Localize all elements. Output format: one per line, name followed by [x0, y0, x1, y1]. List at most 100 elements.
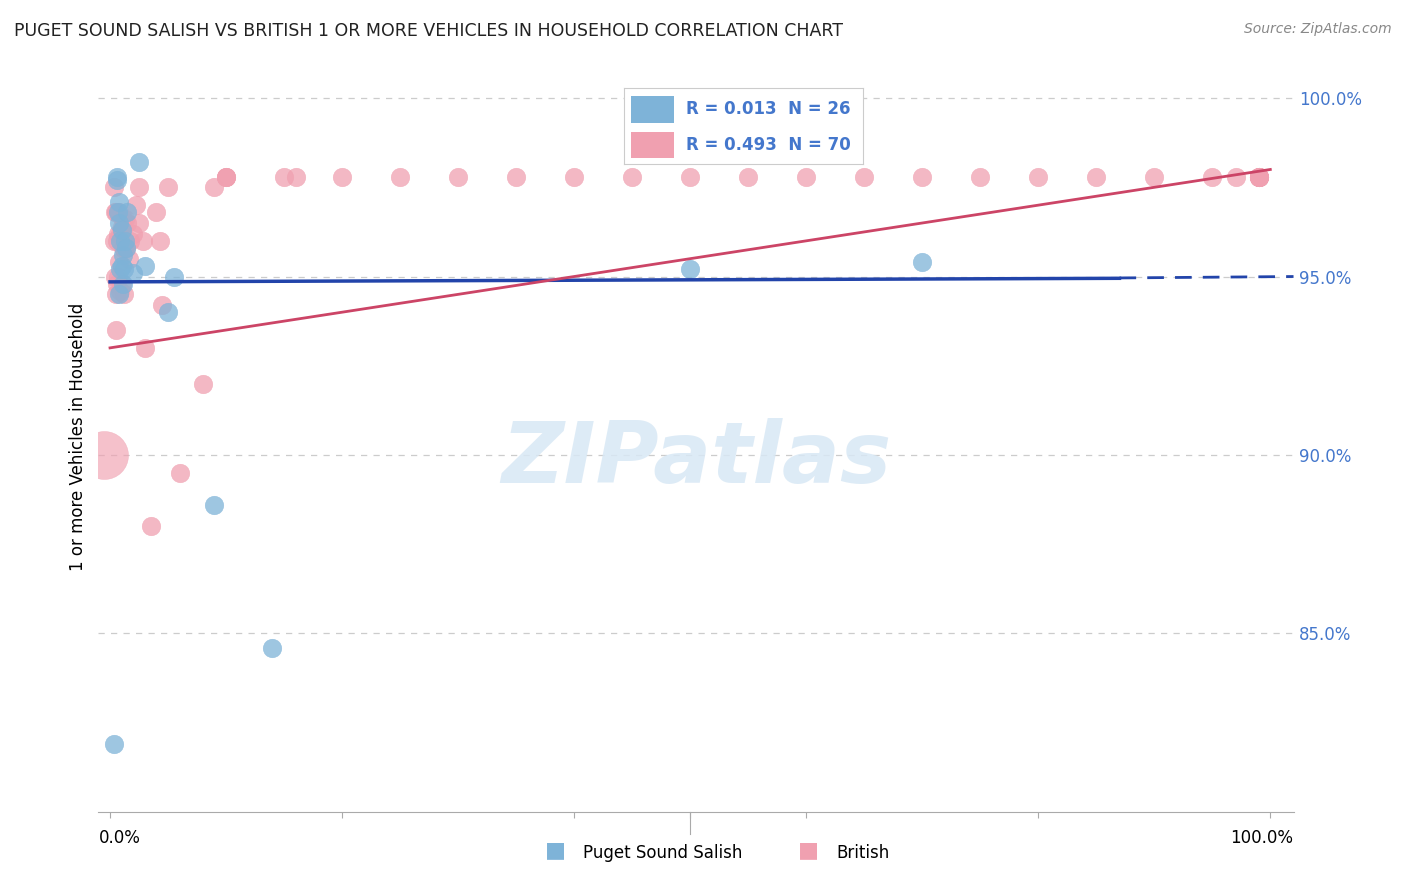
- Point: [122, 227, 145, 241]
- Point: [284, 169, 307, 184]
- Point: [111, 241, 134, 255]
- Point: [139, 519, 162, 533]
- Point: [679, 262, 702, 277]
- Point: [169, 466, 191, 480]
- Point: [1085, 169, 1108, 184]
- Point: [108, 287, 131, 301]
- Point: [103, 234, 125, 248]
- Text: British: British: [837, 844, 890, 862]
- Point: [157, 305, 180, 319]
- Text: R = 0.493  N = 70: R = 0.493 N = 70: [686, 136, 851, 154]
- Point: [111, 259, 134, 273]
- Point: [115, 241, 138, 255]
- Bar: [631, 96, 675, 122]
- Point: [1143, 169, 1166, 184]
- Point: [112, 241, 135, 255]
- Point: [853, 169, 876, 184]
- Point: [215, 169, 238, 184]
- Text: 100.0%: 100.0%: [1230, 829, 1294, 847]
- Point: [110, 234, 132, 248]
- Point: [134, 259, 156, 273]
- Point: [191, 376, 214, 391]
- Point: [1247, 169, 1270, 184]
- Point: [111, 277, 134, 291]
- Point: [150, 298, 173, 312]
- Point: [124, 198, 146, 212]
- Point: [117, 205, 139, 219]
- Text: Source: ZipAtlas.com: Source: ZipAtlas.com: [1244, 22, 1392, 37]
- Point: [108, 194, 131, 209]
- Point: [128, 216, 150, 230]
- Point: [679, 169, 702, 184]
- Point: [111, 212, 134, 227]
- Point: [117, 216, 139, 230]
- Point: [273, 169, 295, 184]
- Text: 0.0%: 0.0%: [98, 829, 141, 847]
- Point: [215, 169, 238, 184]
- Point: [105, 277, 128, 291]
- Text: Puget Sound Salish: Puget Sound Salish: [583, 844, 742, 862]
- Point: [104, 205, 127, 219]
- Point: [105, 234, 128, 248]
- Point: [145, 205, 167, 219]
- Point: [330, 169, 353, 184]
- Point: [389, 169, 412, 184]
- Point: [134, 341, 156, 355]
- Point: [157, 180, 180, 194]
- Text: ■: ■: [546, 840, 565, 860]
- Point: [1247, 169, 1270, 184]
- Point: [447, 169, 470, 184]
- Point: [122, 266, 145, 280]
- Point: [110, 227, 132, 241]
- Point: [112, 287, 135, 301]
- Point: [1026, 169, 1049, 184]
- Point: [621, 169, 644, 184]
- Point: [107, 205, 129, 219]
- Point: [128, 180, 150, 194]
- Point: [149, 234, 172, 248]
- Point: [107, 269, 129, 284]
- Point: [1247, 169, 1270, 184]
- Point: [110, 284, 132, 298]
- Point: [911, 169, 934, 184]
- Point: [114, 234, 136, 248]
- Point: [110, 262, 132, 277]
- Point: [104, 323, 127, 337]
- Point: [562, 169, 585, 184]
- Point: [1247, 169, 1270, 184]
- Point: [128, 155, 150, 169]
- Point: [112, 262, 135, 277]
- Point: [262, 640, 284, 655]
- Point: [93, 448, 115, 462]
- Point: [111, 277, 134, 291]
- Point: [1247, 169, 1270, 184]
- Point: [1201, 169, 1223, 184]
- Point: [911, 255, 934, 269]
- Point: [1247, 169, 1270, 184]
- Point: [114, 212, 136, 227]
- Point: [103, 737, 125, 751]
- Point: [969, 169, 991, 184]
- Point: [204, 498, 226, 512]
- Point: [111, 223, 134, 237]
- Text: ZIPatlas: ZIPatlas: [501, 418, 891, 501]
- Y-axis label: 1 or more Vehicles in Household: 1 or more Vehicles in Household: [69, 303, 87, 571]
- Point: [108, 216, 131, 230]
- Point: [104, 205, 127, 219]
- Point: [104, 269, 127, 284]
- Text: ■: ■: [799, 840, 818, 860]
- Point: [737, 169, 759, 184]
- Point: [1225, 169, 1247, 184]
- Point: [118, 234, 141, 248]
- Point: [108, 255, 131, 269]
- Point: [115, 241, 138, 255]
- Point: [117, 252, 139, 266]
- Text: R = 0.013  N = 26: R = 0.013 N = 26: [686, 100, 851, 118]
- Point: [111, 219, 134, 234]
- Point: [505, 169, 527, 184]
- Point: [108, 205, 131, 219]
- Point: [103, 180, 125, 194]
- Point: [107, 227, 129, 241]
- Point: [794, 169, 817, 184]
- Point: [131, 234, 153, 248]
